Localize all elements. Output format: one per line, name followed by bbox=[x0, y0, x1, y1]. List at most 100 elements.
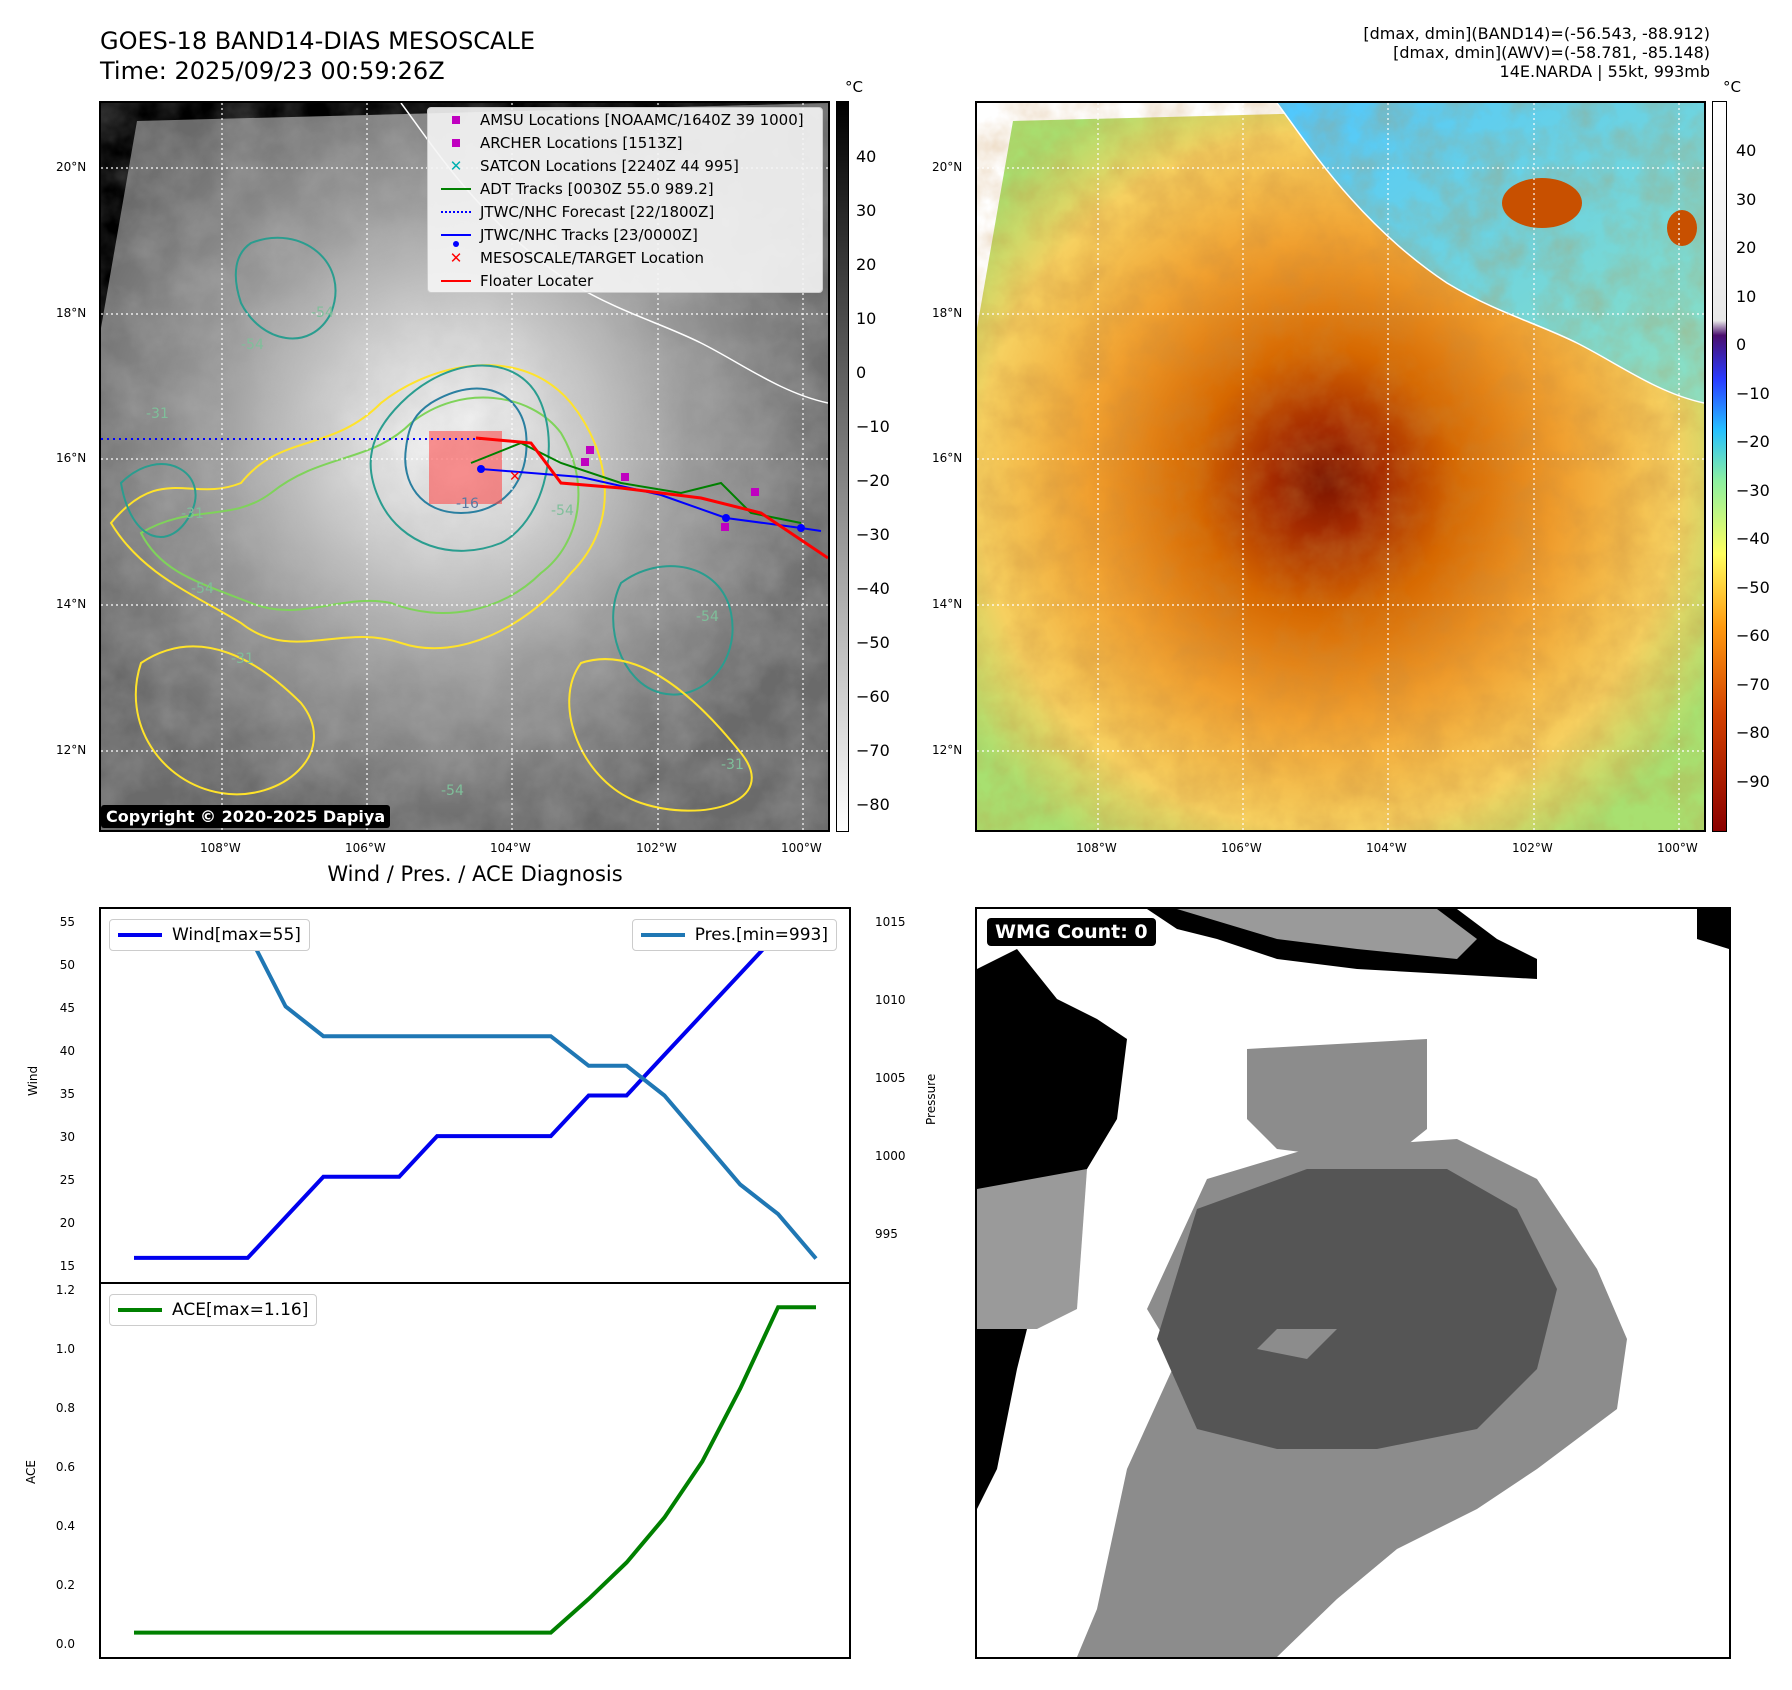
pressure-legend-swatch bbox=[640, 933, 685, 937]
ace-axis-label: ACE bbox=[24, 1460, 38, 1484]
wind-tick-label: 25 bbox=[59, 1173, 75, 1187]
lon-label-108w: 108°W bbox=[200, 841, 241, 855]
floater-box bbox=[429, 431, 502, 504]
lat-label-18n: 18°N bbox=[56, 306, 87, 320]
pressure-tick-label: 1010 bbox=[875, 993, 906, 1007]
contour-teal-1 bbox=[369, 364, 550, 552]
contour-yellow-3 bbox=[568, 658, 753, 812]
ir-colorbar-unit: °C bbox=[845, 78, 863, 96]
ace-tick-label: 0.8 bbox=[55, 1401, 75, 1415]
enh-cb-tick: −70 bbox=[1736, 675, 1770, 694]
pressure-legend: Pres.[min=993] bbox=[631, 919, 837, 951]
stats-block: [dmax, dmin](BAND14)=(-56.543, -88.912) … bbox=[1363, 24, 1710, 81]
contour-green-1 bbox=[139, 396, 580, 614]
ir-cb-tick: −40 bbox=[856, 579, 890, 598]
ace-tick-label: 0.6 bbox=[55, 1460, 75, 1474]
target-marker: ✕ bbox=[509, 469, 521, 485]
pressure-tick-label: 1015 bbox=[875, 915, 906, 929]
wind-tick-label: 40 bbox=[59, 1044, 75, 1058]
wind-legend-swatch bbox=[118, 933, 162, 937]
ace-plot bbox=[134, 1305, 816, 1635]
ir-cb-tick: 0 bbox=[856, 363, 867, 382]
diagnosis-title: Wind / Pres. / ACE Diagnosis bbox=[327, 862, 623, 886]
wind-pressure-panel: Wind[max=55] Pres.[min=993] bbox=[99, 907, 851, 1284]
wind-pressure-plot bbox=[134, 930, 818, 1260]
svg-text:-31: -31 bbox=[721, 757, 744, 773]
enh-cb-tick: −80 bbox=[1736, 723, 1770, 742]
lat-label-12n: 12°N bbox=[56, 743, 87, 757]
ir-colorbar bbox=[836, 101, 849, 832]
ir-cb-tick: −60 bbox=[856, 687, 890, 706]
ace-legend-swatch bbox=[118, 1308, 162, 1312]
gridlines-right bbox=[977, 103, 1704, 830]
contour-teal-4 bbox=[119, 463, 197, 538]
wmg-dark-core bbox=[1157, 1169, 1557, 1449]
legend-amsu: AMSU Locations [NOAAMC/1640Z 39 1000] bbox=[428, 108, 822, 131]
enh-cb-tick: 10 bbox=[1736, 287, 1757, 306]
svg-text:-54: -54 bbox=[191, 581, 214, 597]
ace-panel: ACE[max=1.16] bbox=[99, 1282, 851, 1659]
lat-label-12n-right: 12°N bbox=[932, 743, 963, 757]
wmg-gray-upper bbox=[1247, 1039, 1427, 1169]
enh-cb-tick: −60 bbox=[1736, 626, 1770, 645]
ace-legend: ACE[max=1.16] bbox=[109, 1294, 318, 1326]
svg-text:-16: -16 bbox=[456, 496, 479, 512]
copyright-badge: Copyright © 2020-2025 Dapiya bbox=[101, 805, 391, 828]
enh-cb-tick: −20 bbox=[1736, 432, 1770, 451]
map-legend: AMSU Locations [NOAAMC/1640Z 39 1000] AR… bbox=[427, 107, 823, 293]
ace-tick-label: 0.0 bbox=[55, 1637, 75, 1651]
wind-tick-label: 50 bbox=[59, 958, 75, 972]
legend-satcon: ✕ SATCON Locations [2240Z 44 995] bbox=[449, 156, 739, 175]
lon-label-100w-right: 100°W bbox=[1657, 841, 1698, 855]
enh-cb-tick: −90 bbox=[1736, 772, 1770, 791]
enh-cb-tick: −40 bbox=[1736, 529, 1770, 548]
wind-tick-label: 20 bbox=[59, 1216, 75, 1230]
wind-tick-label: 55 bbox=[59, 915, 75, 929]
ir-cb-tick: −10 bbox=[856, 417, 890, 436]
stats-line-2: [dmax, dmin](AWV)=(-58.781, -85.148) bbox=[1393, 43, 1710, 62]
floater-locater-line bbox=[475, 436, 828, 560]
lat-label-20n: 20°N bbox=[56, 160, 87, 174]
wind-tick-label: 15 bbox=[59, 1259, 75, 1273]
lon-label-106w: 106°W bbox=[345, 841, 386, 855]
title-line-1: GOES-18 BAND14-DIAS MESOSCALE bbox=[100, 27, 536, 55]
enhanced-map-svg bbox=[977, 103, 1704, 830]
wmg-gray-left bbox=[977, 1169, 1087, 1329]
pressure-axis-label: Pressure bbox=[924, 1073, 938, 1125]
lat-label-14n: 14°N bbox=[56, 597, 87, 611]
wmg-black-corner bbox=[1697, 909, 1729, 949]
ir-cb-tick: 20 bbox=[856, 255, 877, 274]
enh-cb-tick: 30 bbox=[1736, 190, 1757, 209]
legend-jtwc-forecast: JTWC/NHC Forecast [22/1800Z] bbox=[428, 200, 822, 223]
lon-label-104w-right: 104°W bbox=[1366, 841, 1407, 855]
lat-label-14n-right: 14°N bbox=[932, 597, 963, 611]
ir-cb-tick: −50 bbox=[856, 633, 890, 652]
svg-text:-31: -31 bbox=[231, 651, 254, 667]
wind-tick-label: 30 bbox=[59, 1130, 75, 1144]
wmg-gray-island bbox=[1257, 1329, 1337, 1359]
contour-teal-3 bbox=[612, 565, 734, 696]
enh-cb-tick: −50 bbox=[1736, 578, 1770, 597]
pressure-tick-label: 1000 bbox=[875, 1149, 906, 1163]
ir-map-panel[interactable]: ✕ -54 -31 -54 -31 -54 -16 -54 -31 -54 -3… bbox=[99, 101, 830, 832]
legend-jtwc-track: JTWC/NHC Tracks [23/0000Z] bbox=[428, 223, 822, 247]
contour-yellow-2 bbox=[134, 645, 315, 796]
title-line-2: Time: 2025/09/23 00:59:26Z bbox=[100, 57, 445, 85]
lat-label-20n-right: 20°N bbox=[932, 160, 963, 174]
lat-label-16n-right: 16°N bbox=[932, 451, 963, 465]
ir-cb-tick: −20 bbox=[856, 471, 890, 490]
enhanced-texture bbox=[977, 103, 1704, 830]
enhanced-map-panel[interactable] bbox=[975, 101, 1706, 832]
lon-label-100w: 100°W bbox=[781, 841, 822, 855]
svg-text:-31: -31 bbox=[146, 406, 169, 422]
svg-text:-54: -54 bbox=[696, 609, 719, 625]
coastline-right bbox=[1276, 103, 1704, 404]
wmg-image bbox=[977, 909, 1729, 1657]
ace-tick-label: 1.0 bbox=[55, 1342, 75, 1356]
ace-tick-label: 0.2 bbox=[55, 1578, 75, 1592]
ir-cb-tick: 10 bbox=[856, 309, 877, 328]
cloud-blob-1 bbox=[1502, 178, 1582, 228]
ir-cb-tick: −30 bbox=[856, 525, 890, 544]
enhanced-colorbar-unit: °C bbox=[1723, 78, 1741, 96]
legend-floater: Floater Locater bbox=[428, 269, 822, 292]
